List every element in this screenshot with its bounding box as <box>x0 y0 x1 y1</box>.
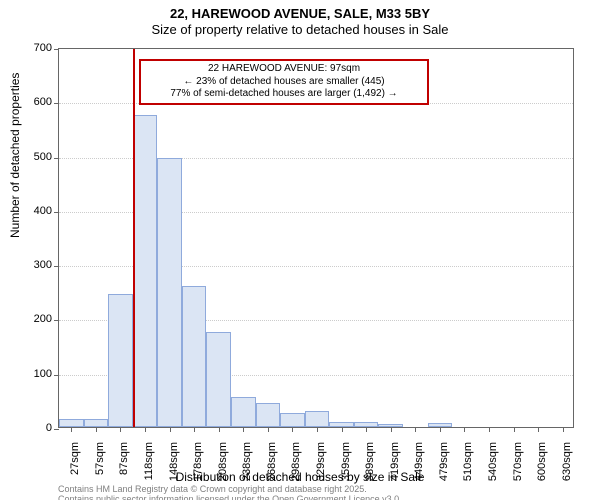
chart-container: 22, HAREWOOD AVENUE, SALE, M33 5BY Size … <box>0 0 600 500</box>
x-tick <box>170 427 171 432</box>
y-tick-label: 600 <box>22 96 52 108</box>
x-tick <box>120 427 121 432</box>
annotation-box: 22 HAREWOOD AVENUE: 97sqm← 23% of detach… <box>139 59 429 105</box>
plot-area: 27sqm57sqm87sqm118sqm148sqm178sqm208sqm2… <box>58 48 574 428</box>
x-tick <box>563 427 564 432</box>
annotation-line: ← 23% of detached houses are smaller (44… <box>145 76 423 89</box>
x-tick <box>268 427 269 432</box>
x-tick <box>538 427 539 432</box>
y-tick-label: 500 <box>22 151 52 163</box>
x-tick <box>342 427 343 432</box>
y-tick <box>54 429 59 430</box>
title-line-1: 22, HAREWOOD AVENUE, SALE, M33 5BY <box>0 6 600 22</box>
x-tick <box>489 427 490 432</box>
annotation-line: 77% of semi-detached houses are larger (… <box>145 88 423 101</box>
y-tick-label: 200 <box>22 313 52 325</box>
y-tick <box>54 375 59 376</box>
x-axis-label: Distribution of detached houses by size … <box>0 470 600 484</box>
x-tick <box>464 427 465 432</box>
y-axis-label: Number of detached properties <box>8 73 22 238</box>
histogram-bar <box>157 158 182 427</box>
histogram-bar <box>84 419 109 427</box>
x-tick <box>71 427 72 432</box>
y-tick <box>54 266 59 267</box>
histogram-bar <box>256 403 281 427</box>
x-tick <box>391 427 392 432</box>
histogram-bar <box>108 294 133 427</box>
y-tick-label: 700 <box>22 42 52 54</box>
y-tick-label: 100 <box>22 368 52 380</box>
x-tick <box>317 427 318 432</box>
reference-line <box>133 49 135 427</box>
y-tick-label: 400 <box>22 205 52 217</box>
histogram-bar <box>59 419 84 427</box>
y-tick <box>54 212 59 213</box>
plot-wrap: 27sqm57sqm87sqm118sqm148sqm178sqm208sqm2… <box>58 48 574 428</box>
x-tick <box>440 427 441 432</box>
x-tick <box>366 427 367 432</box>
y-tick-label: 300 <box>22 259 52 271</box>
histogram-bar <box>182 286 207 427</box>
footnote: Contains HM Land Registry data © Crown c… <box>58 484 578 500</box>
x-tick <box>415 427 416 432</box>
histogram-bar <box>231 397 256 427</box>
x-tick <box>219 427 220 432</box>
y-tick <box>54 320 59 321</box>
x-tick <box>243 427 244 432</box>
annotation-line: 22 HAREWOOD AVENUE: 97sqm <box>145 63 423 76</box>
title-block: 22, HAREWOOD AVENUE, SALE, M33 5BY Size … <box>0 0 600 39</box>
histogram-bar <box>280 413 305 427</box>
x-tick <box>514 427 515 432</box>
y-tick <box>54 158 59 159</box>
histogram-bar <box>305 411 330 427</box>
histogram-bar <box>206 332 231 427</box>
x-tick <box>145 427 146 432</box>
y-tick-label: 0 <box>22 422 52 434</box>
x-tick <box>194 427 195 432</box>
title-line-2: Size of property relative to detached ho… <box>0 22 600 38</box>
x-tick <box>96 427 97 432</box>
x-tick <box>292 427 293 432</box>
y-tick <box>54 103 59 104</box>
y-tick <box>54 49 59 50</box>
histogram-bar <box>133 115 158 427</box>
